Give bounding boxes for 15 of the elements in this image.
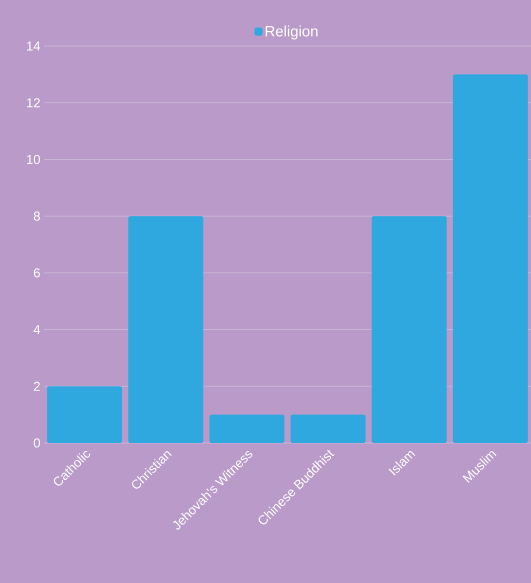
y-tick-label: 14 (26, 42, 40, 50)
y-tick-label: 8 (34, 212, 40, 221)
bar (128, 216, 204, 443)
bar (209, 414, 284, 443)
y-tick-label: 0 (34, 438, 40, 448)
y-tick-label: 6 (34, 268, 40, 278)
bar (46, 386, 122, 443)
bar (452, 74, 528, 443)
y-tick-label: 4 (33, 325, 40, 334)
y-tick-label: 12 (26, 98, 40, 108)
legend-label: Religion (266, 26, 318, 40)
y-tick-label: 2 (34, 382, 40, 391)
bar (372, 216, 447, 443)
bar (290, 414, 366, 443)
y-tick-label: 10 (26, 154, 40, 164)
